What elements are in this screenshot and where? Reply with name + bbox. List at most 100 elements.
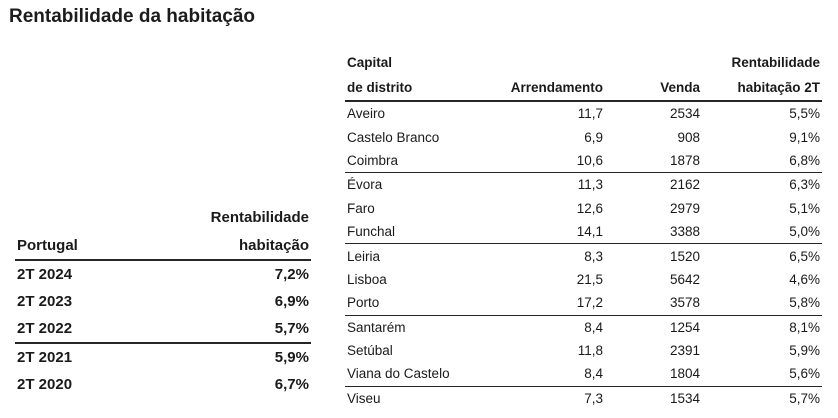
table-row: 2T 2022 5,7% bbox=[15, 315, 311, 344]
header-spacer-cell bbox=[605, 50, 702, 75]
table-row: Castelo Branco 6,9 908 9,1% bbox=[345, 125, 822, 148]
arrendamento-cell: 6,9 bbox=[584, 129, 603, 145]
capital-cell: Évora bbox=[347, 177, 383, 193]
header-capital-line1: Capital bbox=[347, 55, 393, 70]
table-row: Coimbra 10,6 1878 6,8% bbox=[345, 148, 822, 174]
rentabilidade-cell: 6,3% bbox=[789, 177, 820, 193]
period-cell: 2T 2024 bbox=[17, 266, 73, 283]
table-row: Setúbal 11,8 2391 5,9% bbox=[345, 339, 822, 362]
header-row: Capital Rentabilidade bbox=[345, 50, 822, 75]
rentabilidade-cell: 5,6% bbox=[702, 362, 822, 387]
rentabilidade-cell: 5,5% bbox=[789, 106, 820, 122]
table-row: 2T 2023 6,9% bbox=[15, 288, 311, 315]
venda-cell: 908 bbox=[677, 129, 700, 145]
header-spacer-cell bbox=[15, 203, 155, 231]
period-cell: 2T 2023 bbox=[17, 293, 73, 310]
capital-cell: Porto bbox=[345, 291, 480, 316]
profitability-cell: 5,9% bbox=[274, 349, 309, 366]
header-rentabilidade-line2: habitação 2T bbox=[702, 75, 822, 102]
venda-cell: 3578 bbox=[605, 291, 702, 316]
portugal-profitability-table: Rentabilidade Portugal habitação 2T 2024… bbox=[15, 203, 311, 398]
capital-cell: Viana do Castelo bbox=[345, 362, 480, 387]
header-rentabilidade-line2: habitação bbox=[155, 231, 311, 261]
capital-cell: Lisboa bbox=[347, 271, 387, 287]
capital-cell: Setúbal bbox=[347, 343, 393, 359]
table-row: Leiria 8,3 1520 6,5% bbox=[345, 244, 822, 268]
venda-cell: 2391 bbox=[669, 343, 700, 359]
venda-cell: 2979 bbox=[669, 200, 700, 216]
arrendamento-cell: 12,6 bbox=[576, 200, 603, 216]
venda-cell: 5642 bbox=[669, 271, 700, 287]
profitability-cell: 6,9% bbox=[274, 293, 309, 310]
venda-cell: 3388 bbox=[605, 219, 702, 245]
table-row: Viana do Castelo 8,4 1804 5,6% bbox=[345, 362, 822, 387]
header-arrendamento: Arrendamento bbox=[480, 75, 605, 102]
table-row: Santarém 8,4 1254 8,1% bbox=[345, 315, 822, 339]
profitability-cell: 5,7% bbox=[155, 315, 311, 344]
table-row: 2T 2020 6,7% bbox=[15, 371, 311, 398]
arrendamento-cell: 7,3 bbox=[584, 390, 603, 406]
header-portugal: Portugal bbox=[15, 231, 155, 261]
arrendamento-cell: 11,7 bbox=[577, 106, 603, 122]
capital-cell: Coimbra bbox=[345, 148, 480, 174]
rentabilidade-cell: 5,9% bbox=[789, 343, 820, 359]
capital-cell: Leiria bbox=[347, 248, 381, 264]
arrendamento-cell: 8,4 bbox=[480, 362, 605, 387]
header-rentabilidade-line1: Rentabilidade bbox=[731, 55, 820, 70]
period-cell: 2T 2021 bbox=[17, 349, 73, 366]
capital-cell: Faro bbox=[347, 200, 375, 216]
district-capitals-table: Capital Rentabilidade de distrito Arrend… bbox=[345, 50, 822, 410]
capital-cell: Funchal bbox=[345, 219, 480, 245]
header-capital-line2: de distrito bbox=[345, 75, 480, 102]
portugal-table-body: 2T 2024 7,2% 2T 2023 6,9% 2T 2022 5,7% 2T 2021… bbox=[15, 260, 311, 398]
venda-cell: 1520 bbox=[669, 248, 700, 264]
table-row: 2T 2021 5,9% bbox=[15, 343, 311, 371]
rentabilidade-cell: 6,8% bbox=[702, 148, 822, 174]
profitability-cell: 6,7% bbox=[274, 376, 309, 393]
rentabilidade-cell: 6,5% bbox=[789, 248, 820, 264]
arrendamento-cell: 11,8 bbox=[577, 343, 603, 359]
rentabilidade-cell: 4,6% bbox=[789, 271, 820, 287]
venda-cell: 1534 bbox=[669, 390, 700, 406]
rentabilidade-cell: 5,8% bbox=[702, 291, 822, 316]
venda-cell: 1254 bbox=[669, 319, 700, 335]
table-row: 2T 2024 7,2% bbox=[15, 260, 311, 288]
arrendamento-cell: 11,3 bbox=[577, 177, 603, 193]
header-row: Rentabilidade bbox=[15, 203, 311, 231]
table-row: Porto 17,2 3578 5,8% bbox=[345, 291, 822, 316]
header-venda: Venda bbox=[605, 75, 702, 102]
arrendamento-cell: 14,1 bbox=[480, 219, 605, 245]
arrendamento-cell: 8,3 bbox=[584, 248, 603, 264]
capital-cell: Santarém bbox=[347, 319, 406, 335]
arrendamento-cell: 21,5 bbox=[576, 271, 603, 287]
table-row: Aveiro 11,7 2534 5,5% bbox=[345, 101, 822, 125]
rentabilidade-cell: 5,7% bbox=[789, 390, 820, 406]
header-rentabilidade-line1: Rentabilidade bbox=[210, 208, 309, 226]
arrendamento-cell: 8,4 bbox=[584, 319, 603, 335]
portugal-table-header: Rentabilidade Portugal habitação bbox=[15, 203, 311, 261]
capital-cell: Castelo Branco bbox=[347, 129, 440, 145]
venda-cell: 2162 bbox=[669, 177, 700, 193]
header-row: de distrito Arrendamento Venda habitação… bbox=[345, 75, 822, 102]
table-row: Viseu 7,3 1534 5,7% bbox=[345, 386, 822, 410]
header-row: Portugal habitação bbox=[15, 231, 311, 261]
table-row: Faro 12,6 2979 5,1% bbox=[345, 197, 822, 220]
arrendamento-cell: 17,2 bbox=[480, 291, 605, 316]
rentabilidade-cell: 5,1% bbox=[789, 200, 820, 216]
period-cell: 2T 2022 bbox=[15, 315, 155, 344]
capital-cell: Viseu bbox=[347, 390, 381, 406]
table-row: Évora 11,3 2162 6,3% bbox=[345, 173, 822, 197]
table-row: Lisboa 21,5 5642 4,6% bbox=[345, 268, 822, 291]
capital-cell: Aveiro bbox=[347, 106, 386, 122]
rentabilidade-cell: 5,0% bbox=[702, 219, 822, 245]
arrendamento-cell: 10,6 bbox=[480, 148, 605, 174]
header-spacer-cell bbox=[480, 50, 605, 75]
page-title: Rentabilidade da habitação bbox=[9, 6, 255, 27]
district-table-body: Aveiro 11,7 2534 5,5% Castelo Branco 6,9 908 9,… bbox=[345, 101, 822, 410]
venda-cell: 2534 bbox=[669, 106, 700, 122]
table-row: Funchal 14,1 3388 5,0% bbox=[345, 219, 822, 245]
rentabilidade-cell: 9,1% bbox=[789, 129, 820, 145]
district-table-header: Capital Rentabilidade de distrito Arrend… bbox=[345, 50, 822, 102]
venda-cell: 1878 bbox=[605, 148, 702, 174]
venda-cell: 1804 bbox=[605, 362, 702, 387]
